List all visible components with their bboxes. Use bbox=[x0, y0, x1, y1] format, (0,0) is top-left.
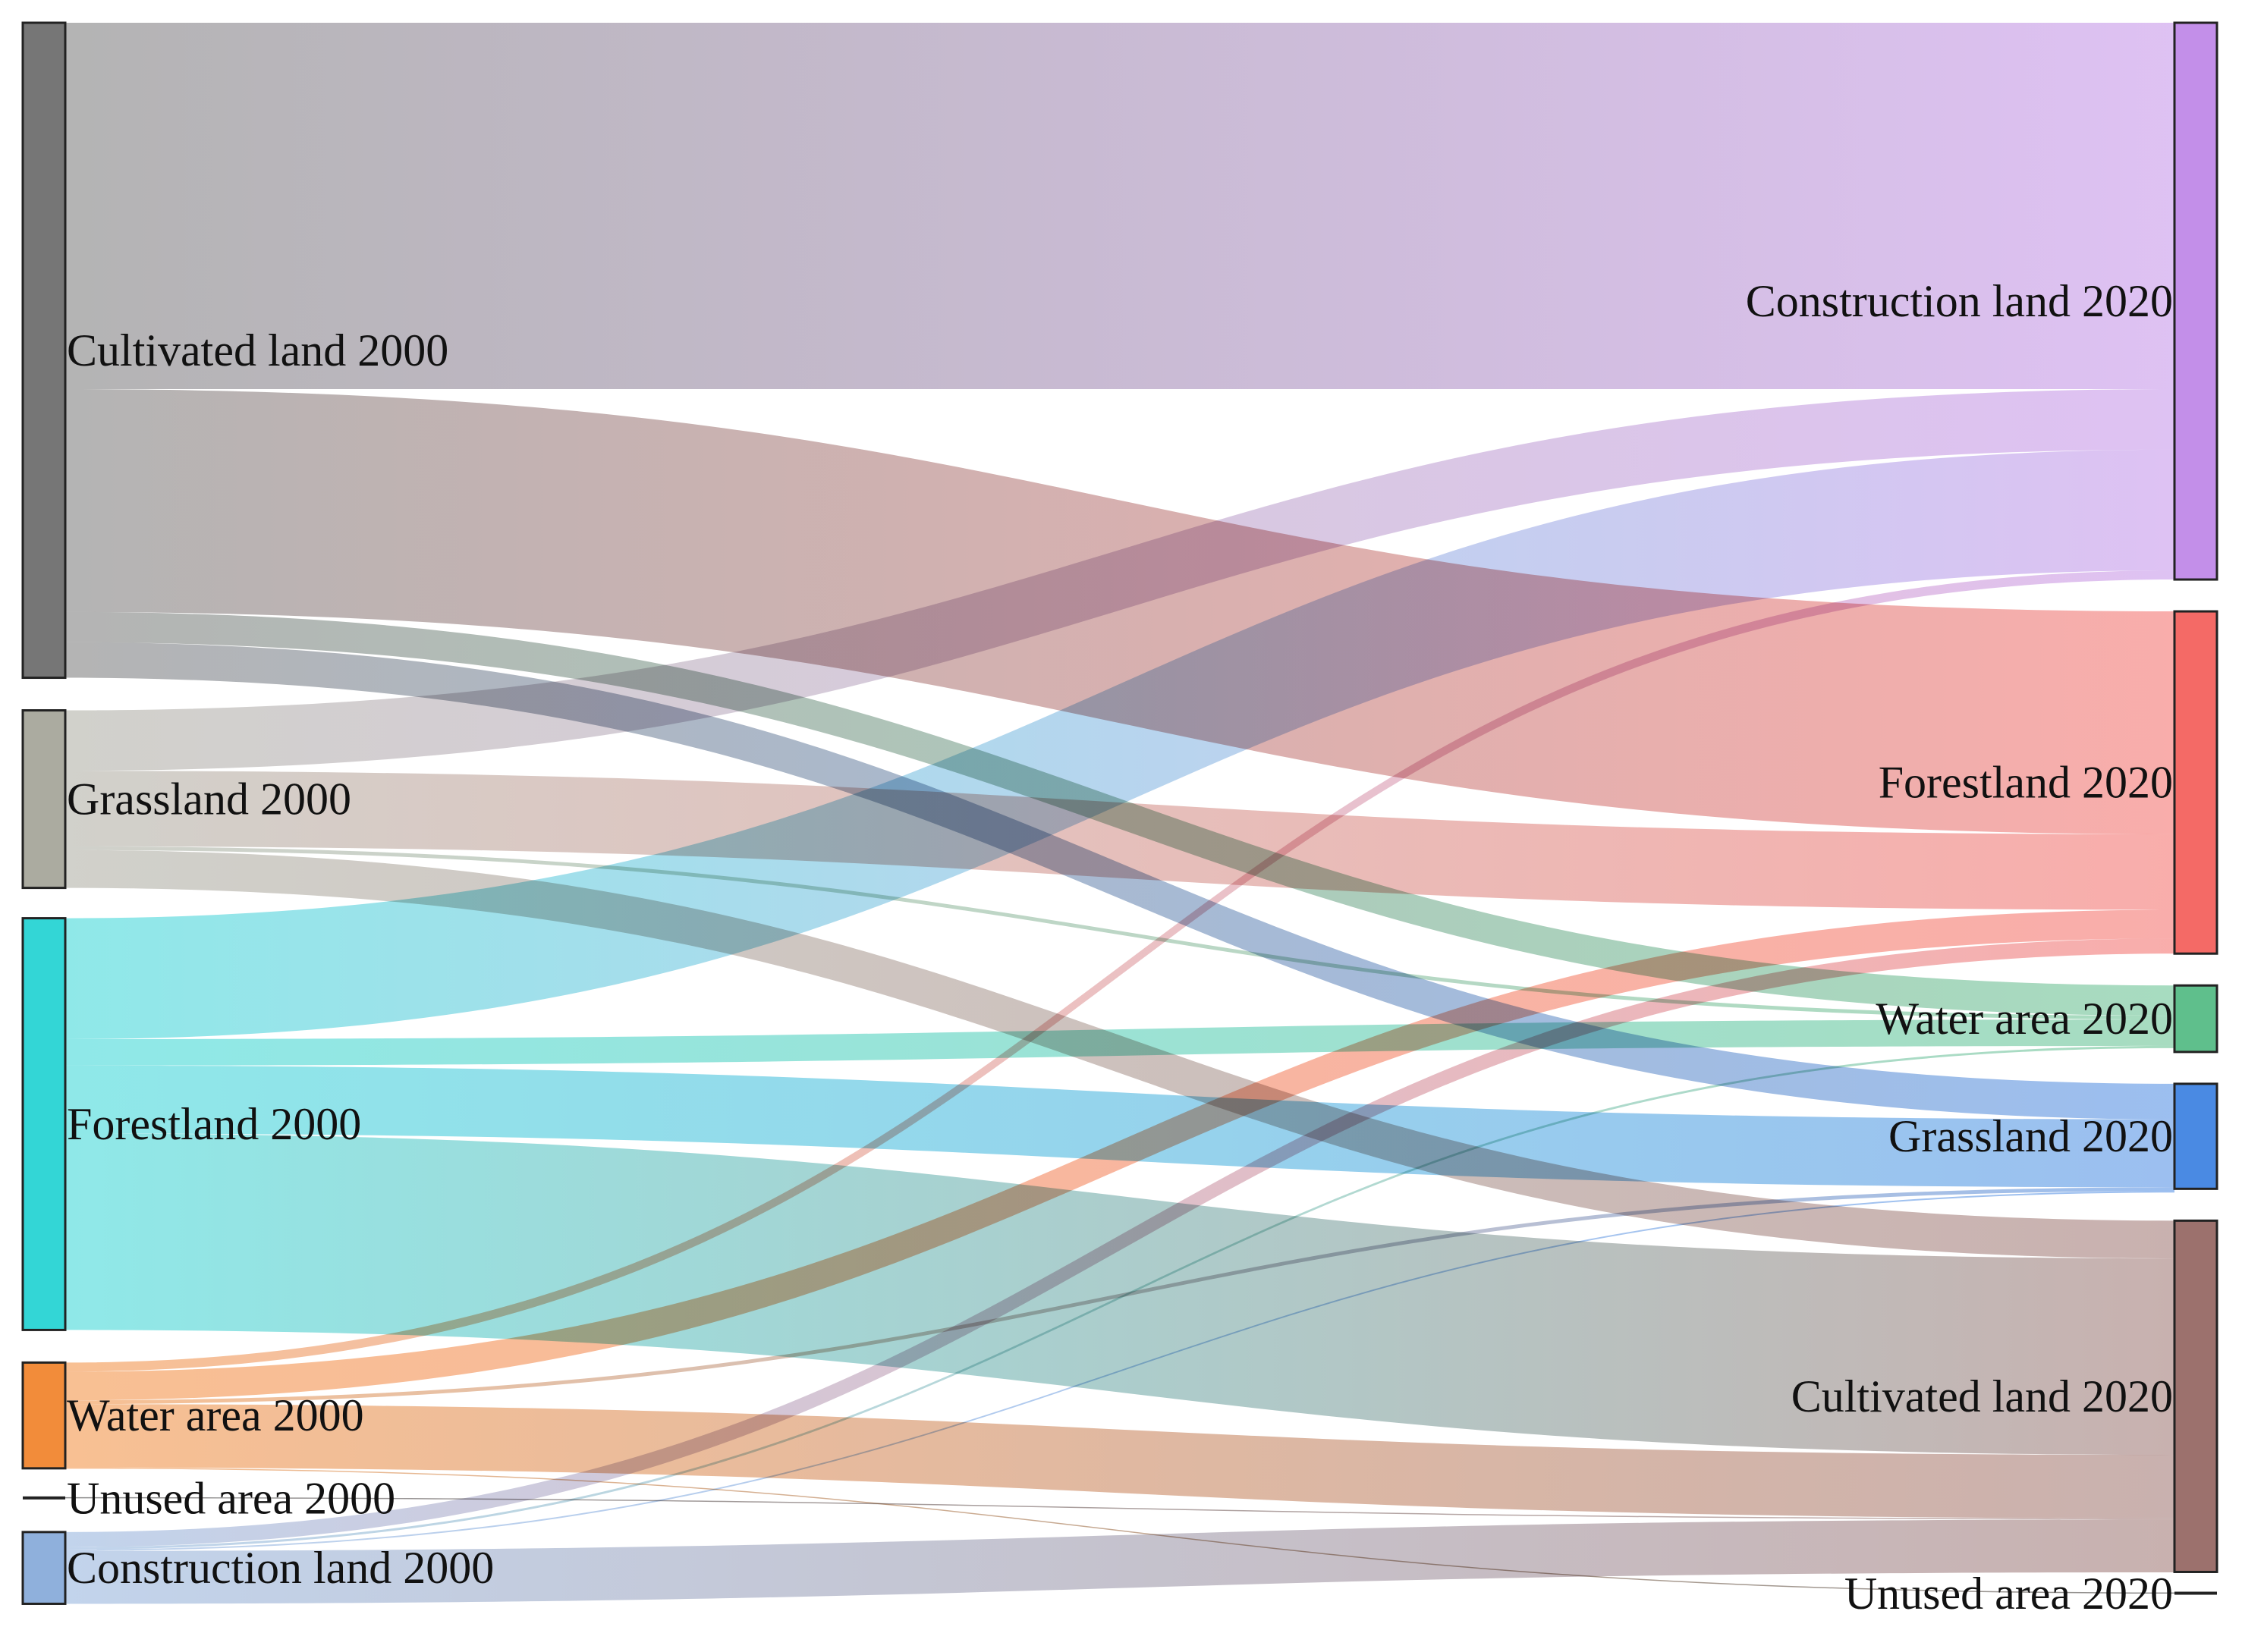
link-grass-to-forest bbox=[65, 771, 2174, 910]
link-forest-to-water bbox=[65, 1019, 2174, 1066]
node-t-const bbox=[2173, 21, 2218, 581]
label-t-cult: Cultivated land 2020 bbox=[1791, 1371, 2173, 1421]
link-const-to-water bbox=[65, 1045, 2174, 1550]
label-t-water: Water area 2020 bbox=[1876, 994, 2173, 1044]
label-t-unused: Unused area 2020 bbox=[1844, 1569, 2173, 1619]
link-const-to-cult bbox=[65, 1519, 2174, 1604]
label-s-grass: Grassland 2000 bbox=[67, 774, 351, 824]
label-t-grass: Grassland 2020 bbox=[1888, 1111, 2173, 1161]
label-s-forest: Forestland 2000 bbox=[67, 1099, 361, 1149]
node-s-forest bbox=[21, 917, 67, 1331]
link-water-to-cult bbox=[65, 1404, 2174, 1519]
link-cult-to-forest bbox=[65, 389, 2174, 834]
label-s-unused: Unused area 2000 bbox=[67, 1473, 395, 1523]
label-s-water: Water area 2000 bbox=[67, 1390, 364, 1440]
link-grass-to-const bbox=[65, 389, 2174, 771]
label-t-const: Construction land 2020 bbox=[1746, 276, 2173, 326]
node-t-grass bbox=[2173, 1082, 2218, 1190]
node-t-water bbox=[2173, 984, 2218, 1054]
link-water-to-unused bbox=[65, 1467, 2174, 1594]
link-forest-to-const bbox=[65, 449, 2174, 1039]
node-s-grass bbox=[21, 709, 67, 890]
link-water-to-forest bbox=[65, 909, 2174, 1401]
link-cult-to-grass bbox=[65, 642, 2174, 1120]
node-s-cult bbox=[21, 21, 67, 680]
flow-links bbox=[65, 23, 2174, 1604]
link-const-to-grass bbox=[65, 1191, 2174, 1551]
node-labels: Cultivated land 2000 Grassland 2000 Forest… bbox=[67, 276, 2173, 1619]
node-t-forest bbox=[2173, 610, 2218, 955]
link-water-to-const bbox=[65, 570, 2174, 1372]
node-s-const bbox=[21, 1531, 67, 1605]
link-forest-to-grass bbox=[65, 1065, 2174, 1188]
land-nodes bbox=[21, 21, 2218, 1605]
label-s-cult: Cultivated land 2000 bbox=[67, 325, 448, 375]
node-s-water bbox=[21, 1361, 67, 1470]
label-s-const: Construction land 2000 bbox=[67, 1543, 494, 1593]
label-t-forest: Forestland 2020 bbox=[1879, 758, 2173, 808]
link-const-to-forest bbox=[65, 938, 2174, 1547]
link-cult-to-const bbox=[65, 23, 2174, 390]
node-t-cult bbox=[2173, 1219, 2218, 1573]
link-unused-to-cult bbox=[65, 1497, 2174, 1520]
link-water-to-grass bbox=[65, 1187, 2174, 1405]
link-grass-to-water bbox=[65, 846, 2174, 1020]
